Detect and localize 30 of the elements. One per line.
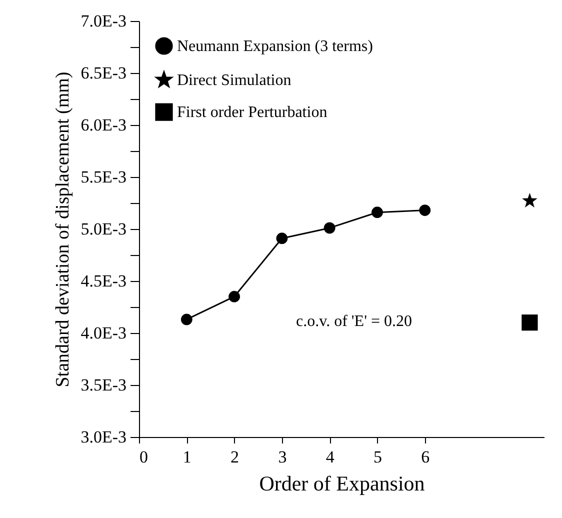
legend-label: First order Perturbation bbox=[177, 104, 328, 121]
x-tick-label: 4 bbox=[326, 448, 335, 466]
point bbox=[324, 222, 336, 234]
x-tick-label: 2 bbox=[230, 448, 240, 466]
y-axis-title: Standard deviation of displacement (mm) bbox=[52, 72, 74, 388]
y-tick-label: 3.0E-3 bbox=[80, 428, 126, 446]
x-axis-title: Order of Expansion bbox=[259, 472, 426, 496]
point bbox=[522, 192, 538, 208]
y-tick-label: 6.0E-3 bbox=[80, 116, 126, 134]
point bbox=[276, 232, 288, 244]
point bbox=[228, 290, 240, 302]
y-tick-label: 4.5E-3 bbox=[80, 272, 126, 290]
point bbox=[372, 206, 383, 218]
legend-label: Neumann Expansion (3 terms) bbox=[177, 38, 373, 55]
point bbox=[180, 314, 192, 326]
x-tick-label: 6 bbox=[421, 448, 430, 466]
x-tick-label: 1 bbox=[182, 448, 192, 466]
point bbox=[522, 314, 538, 331]
x-tick-label: 5 bbox=[373, 448, 382, 466]
y-tick-label: 5.5E-3 bbox=[80, 168, 126, 186]
y-tick-label: 3.5E-3 bbox=[80, 376, 126, 394]
legend-label: Direct Simulation bbox=[177, 72, 292, 89]
y-tick-label: 4.0E-3 bbox=[80, 324, 126, 342]
y-tick-label: 6.5E-3 bbox=[80, 64, 126, 82]
x-tick-label: 3 bbox=[278, 448, 287, 466]
y-tick-label: 5.0E-3 bbox=[80, 220, 126, 238]
annotation: c.o.v. of 'E' = 0.20 bbox=[296, 313, 412, 330]
y-tick-label: 7.0E-3 bbox=[80, 12, 126, 30]
x-tick-label: 0 bbox=[140, 448, 148, 466]
point bbox=[419, 204, 431, 216]
